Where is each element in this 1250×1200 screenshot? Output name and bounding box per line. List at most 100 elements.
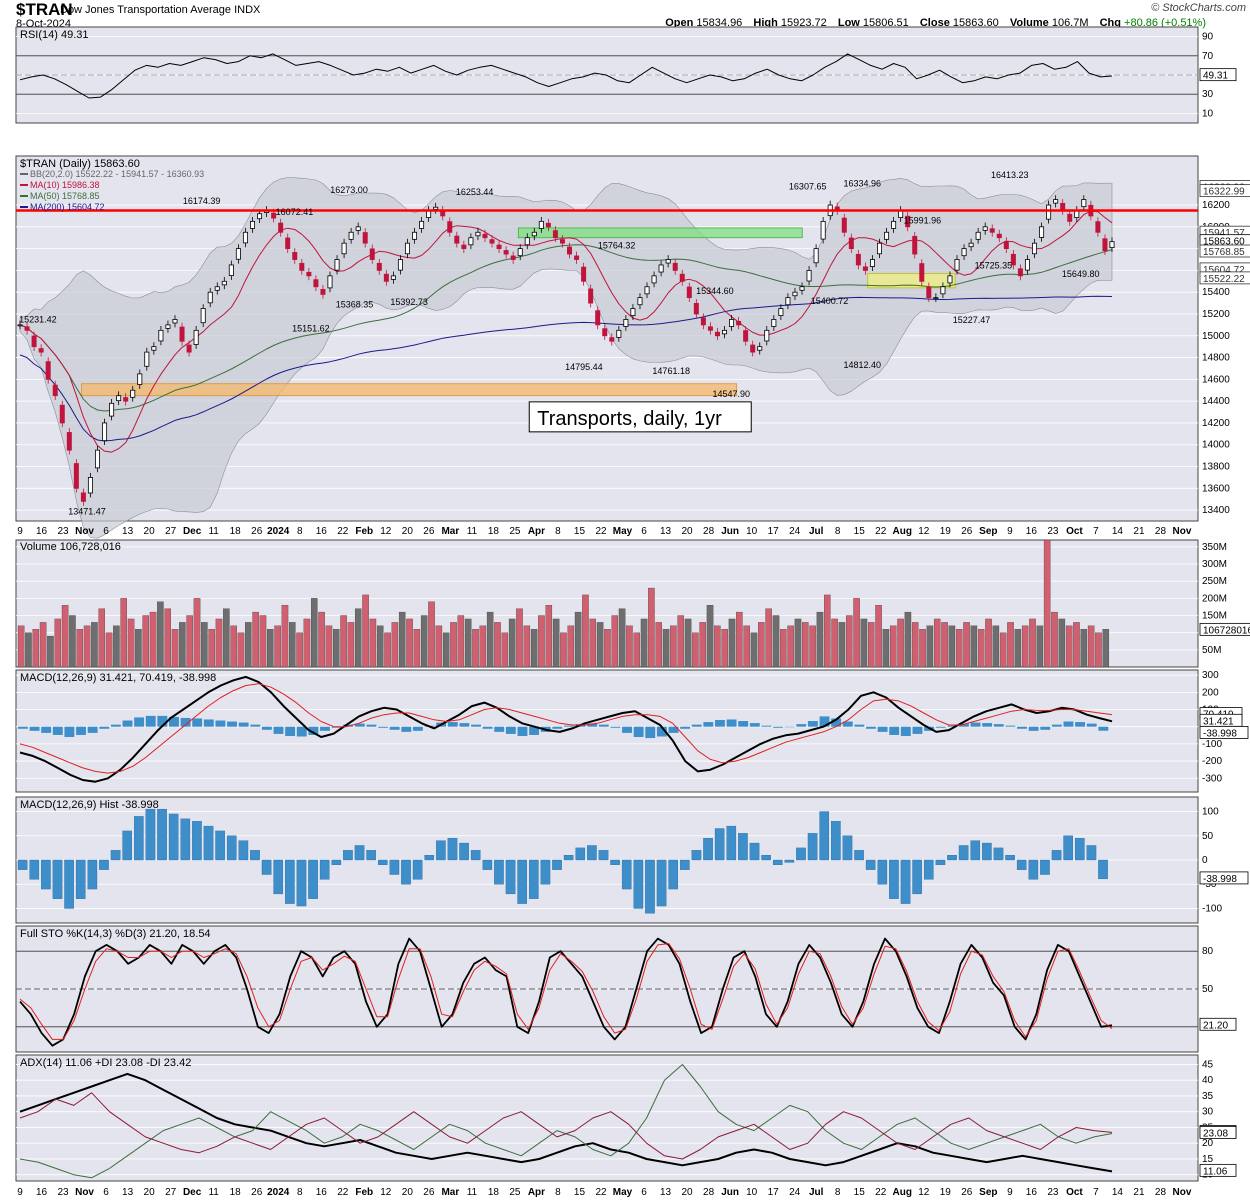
macd-histogram-bar: [610, 726, 621, 728]
bottom-x-axis-date-label: 12: [380, 1187, 392, 1198]
volume-bar: [164, 608, 171, 668]
macd-histogram-bar: [831, 718, 842, 727]
bottom-x-axis-date-label: 20: [402, 1187, 414, 1198]
volume-bar: [340, 615, 347, 668]
macd-histogram-bar: [343, 850, 353, 861]
macd-histogram-bar: [970, 722, 981, 727]
price-legend-entry: MA(50) 15768.85: [30, 191, 100, 201]
x-axis-date-label: 22: [875, 526, 887, 537]
volume-bar: [999, 632, 1007, 668]
candle-body: [1024, 259, 1030, 271]
volume-bar: [61, 605, 69, 668]
x-axis-date-label: 26: [961, 526, 973, 537]
macd-histogram-bar: [865, 859, 876, 870]
macd-histogram-bar: [598, 850, 609, 861]
macd-histogram-bar: [436, 840, 446, 861]
macd-histogram-bar: [517, 726, 528, 736]
macd-histogram-bar: [227, 721, 237, 727]
low-annotation: 15368.35: [336, 300, 374, 310]
change-value: +80.86 (+0.51%): [1124, 17, 1206, 29]
price-legend-entry: MA(200) 15604.72: [30, 202, 105, 212]
low-annotation: 14812.40: [844, 360, 882, 370]
macd-histogram-bar: [1075, 722, 1086, 727]
volume-bar: [450, 622, 457, 668]
volume-bar: [538, 615, 545, 668]
volume-bar: [809, 625, 816, 668]
candle-body: [404, 242, 410, 255]
bottom-x-axis-date-label: 2024: [267, 1187, 290, 1198]
price-tick-label: 15000: [1202, 331, 1230, 342]
bottom-x-axis-date-label: Dec: [183, 1187, 202, 1198]
volume-bar: [252, 611, 259, 668]
rsi-tick-label: 30: [1202, 89, 1214, 100]
macd-histogram-bar: [1063, 721, 1074, 727]
macd-histogram-bar: [52, 859, 63, 899]
candle-body: [651, 275, 657, 284]
volume-bar: [911, 622, 919, 668]
volume-bar: [1065, 625, 1073, 668]
price-value-tag: 15768.85: [1203, 247, 1245, 258]
volume-bar: [860, 618, 868, 668]
adx-value-tag-box: [1199, 1163, 1237, 1177]
macd-histogram-bar: [366, 850, 376, 861]
macd-histogram-bar: [761, 725, 772, 727]
candle-body: [102, 422, 108, 442]
macd-histogram-bar: [900, 726, 911, 736]
candle-body: [559, 239, 565, 244]
volume-bar: [758, 622, 765, 668]
macd-histogram-bar: [238, 722, 249, 727]
volume-bar: [633, 632, 641, 668]
x-axis-date-label: 2024: [267, 526, 290, 537]
candle-body: [397, 259, 403, 271]
x-axis-date-label: Apr: [528, 526, 545, 537]
volume-bar: [435, 625, 443, 668]
candle-body: [841, 217, 847, 233]
bottom-x-axis-date-label: 27: [165, 1187, 177, 1198]
volume-bar: [179, 622, 186, 668]
volume-bar: [457, 615, 465, 668]
macd-tick-label: -300: [1202, 773, 1222, 784]
macd-histogram-bar: [854, 724, 865, 727]
macd-histogram-bar: [296, 726, 307, 737]
volume-bar: [113, 625, 120, 668]
x-axis-date-label: 23: [1047, 526, 1059, 537]
volume-bar: [926, 625, 934, 668]
volume-bar: [120, 598, 127, 668]
candle-body: [729, 319, 735, 327]
macd-histogram-bar: [796, 847, 806, 861]
macd-hist-tick-label: 50: [1202, 831, 1214, 842]
volume-bar: [670, 625, 677, 668]
candle-body: [1010, 253, 1016, 266]
volume-bar: [230, 625, 237, 668]
price-tick-label: 14000: [1202, 440, 1230, 451]
candle-body: [419, 220, 425, 229]
price-zone: [81, 383, 738, 397]
x-axis-date-label: 13: [660, 526, 672, 537]
volume-bar: [530, 629, 538, 668]
macd-histogram-bar: [726, 719, 737, 727]
volume-bar: [816, 611, 824, 668]
candle-body: [433, 206, 439, 210]
adx-value-tag: 23.08: [1203, 1128, 1228, 1139]
high-annotation: 16307.65: [789, 181, 827, 191]
price-value-tag: 16322.99: [1203, 187, 1245, 198]
macd-histogram-bar: [1063, 835, 1073, 861]
x-axis-date-label: 25: [509, 526, 521, 537]
candle-body: [630, 308, 636, 317]
candle-body: [66, 432, 72, 451]
volume-bar: [875, 605, 882, 668]
bottom-x-axis-date-label: 25: [509, 1187, 521, 1198]
candle-body: [736, 320, 742, 326]
volume-bar: [545, 605, 553, 668]
bottom-x-axis-date-label: 8: [297, 1187, 303, 1198]
macd-histogram-bar: [691, 850, 702, 861]
macd-histogram-bar: [64, 859, 74, 909]
volume-bar: [289, 622, 296, 668]
macd-histogram-bar: [622, 726, 632, 733]
macd-histogram-bar: [517, 859, 527, 904]
volume-bar: [237, 632, 245, 668]
candle-body: [750, 344, 756, 353]
macd-histogram-bar: [703, 722, 714, 727]
candle-body: [912, 235, 918, 255]
macd-histogram-bar: [459, 842, 469, 861]
